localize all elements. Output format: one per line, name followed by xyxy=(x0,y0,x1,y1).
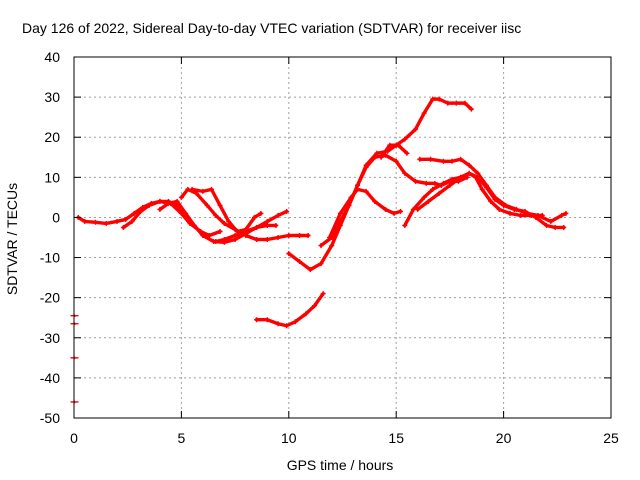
plot-area-frame xyxy=(73,56,612,419)
series-arc-14 xyxy=(415,170,567,230)
chart-title: Day 126 of 2022, Sidereal Day-to-day VTE… xyxy=(22,20,521,36)
series-arc-10 xyxy=(327,186,403,240)
y-tick-label: -30 xyxy=(40,330,60,346)
series-arc-4 xyxy=(178,186,311,243)
y-tick-label: 30 xyxy=(44,89,60,105)
series-arc-7 xyxy=(254,291,326,329)
y-tick-label: -10 xyxy=(40,250,60,266)
y-tick-label: -40 xyxy=(40,370,60,386)
y-axis-label: SDTVAR / TECUs xyxy=(4,183,20,295)
series-arc-15 xyxy=(438,174,470,188)
y-tick-label: -50 xyxy=(40,410,60,426)
x-tick-label: 0 xyxy=(70,430,78,446)
axis-layer: 0 5 10 15 20 25 -50 -40 -30 -20 -10 0 10 20 30 40 xyxy=(40,49,619,446)
x-tick-label: 10 xyxy=(281,430,297,446)
x-tick-label: 25 xyxy=(603,430,619,446)
series-line xyxy=(287,153,444,272)
x-axis-label: GPS time / hours xyxy=(287,457,394,473)
x-tick-label: 5 xyxy=(178,430,186,446)
x-tick-label: 20 xyxy=(496,430,512,446)
y-tick-label: 20 xyxy=(44,129,60,145)
series-line xyxy=(121,199,222,238)
series-line xyxy=(379,143,409,159)
grid-layer xyxy=(74,57,611,418)
series-arc-11 xyxy=(378,142,410,160)
series-arc-13 xyxy=(417,156,569,224)
y-tick-label: -20 xyxy=(40,290,60,306)
x-tick-label: 15 xyxy=(388,430,404,446)
series-line xyxy=(415,171,566,230)
y-tick-label: 10 xyxy=(44,169,60,185)
y-tick-label: 0 xyxy=(52,209,60,225)
series-arc-12 xyxy=(402,170,545,228)
y-tick-label: 40 xyxy=(44,49,60,65)
series-arc-6 xyxy=(213,222,279,245)
series-line xyxy=(254,291,325,328)
series-arc-5 xyxy=(189,186,264,234)
series-layer xyxy=(70,96,569,404)
series-line xyxy=(439,175,469,188)
